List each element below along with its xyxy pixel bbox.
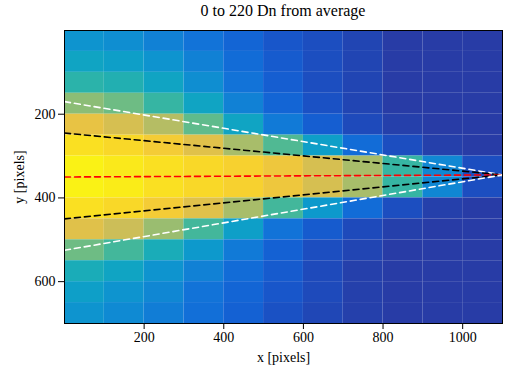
svg-text:400: 400 bbox=[213, 330, 234, 345]
svg-text:800: 800 bbox=[373, 330, 394, 345]
svg-text:y [pixels]: y [pixels] bbox=[12, 150, 27, 203]
html-text:0 to 220 Dn from average: 0 to 220 Dn from average bbox=[200, 2, 366, 19]
svg-text:1000: 1000 bbox=[449, 330, 477, 345]
svg-text:200: 200 bbox=[134, 330, 155, 345]
svg-text:600: 600 bbox=[35, 274, 56, 289]
svg-text:200: 200 bbox=[35, 107, 56, 122]
svg-text:x [pixels]: x [pixels] bbox=[257, 350, 310, 365]
svg-text:600: 600 bbox=[293, 330, 314, 345]
svg-text:400: 400 bbox=[35, 190, 56, 205]
